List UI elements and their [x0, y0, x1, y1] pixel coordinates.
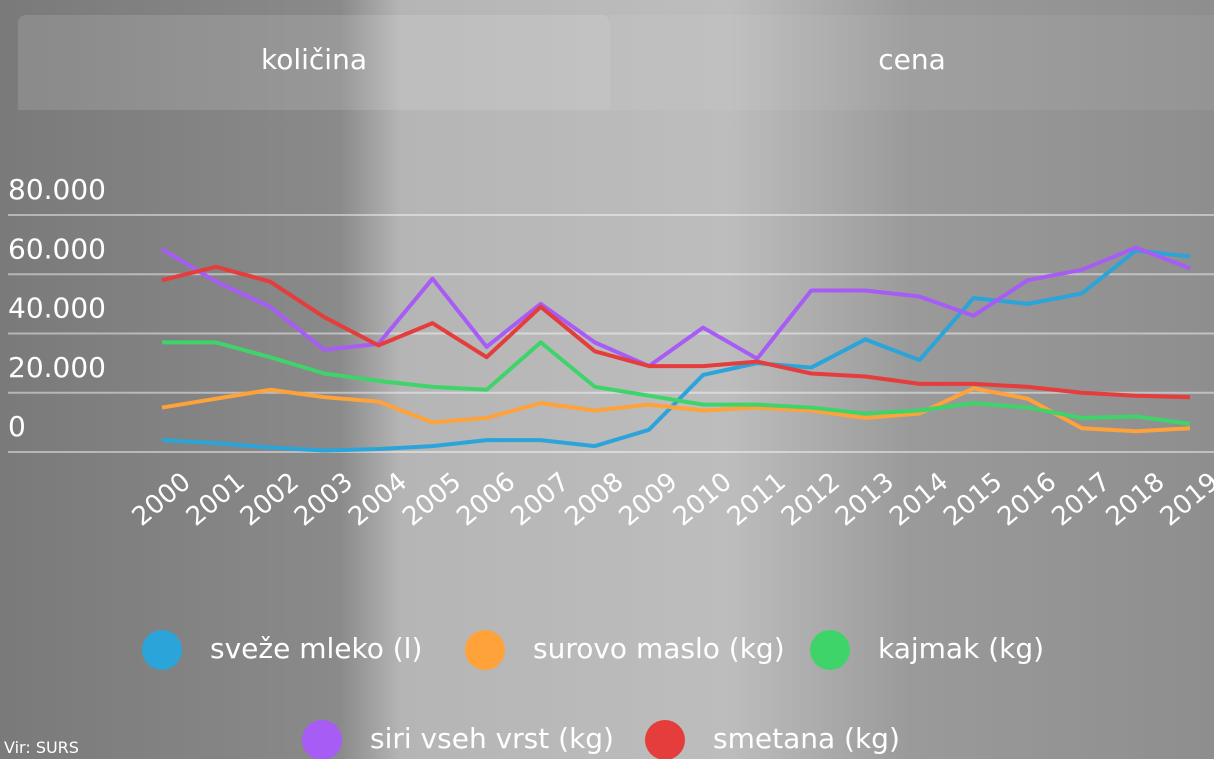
- x-tick-label: 2016: [992, 467, 1062, 533]
- y-tick-label: 60.000: [8, 232, 106, 265]
- legend-label: sveže mleko (l): [210, 632, 422, 665]
- x-tick-label: 2005: [397, 467, 467, 533]
- series-line: [162, 342, 1190, 423]
- x-tick-label: 2018: [1101, 467, 1171, 533]
- x-tick-label: 2009: [614, 467, 684, 533]
- legend-marker: [142, 630, 182, 670]
- x-tick-label: 2019: [1155, 467, 1214, 533]
- y-tick-label: 20.000: [8, 351, 106, 384]
- legend-marker: [465, 630, 505, 670]
- y-tick-label: 40.000: [8, 292, 106, 325]
- x-tick-label: 2002: [235, 467, 305, 533]
- y-tick-label: 0: [8, 410, 26, 443]
- legend-label: siri vseh vrst (kg): [370, 722, 614, 755]
- legend-marker: [810, 630, 850, 670]
- series-line: [162, 267, 1190, 397]
- y-tick-label: 80.000: [8, 173, 106, 206]
- legend-label: surovo maslo (kg): [533, 632, 785, 665]
- x-tick-label: 2001: [181, 467, 251, 533]
- x-tick-label: 2014: [884, 467, 954, 533]
- legend-marker: [302, 720, 342, 759]
- legend-label: smetana (kg): [713, 722, 900, 755]
- x-tick-label: 2000: [127, 467, 197, 533]
- x-tick-label: 2010: [668, 467, 738, 533]
- x-tick-label: 2008: [560, 467, 630, 533]
- x-tick-label: 2017: [1046, 467, 1116, 533]
- x-tick-label: 2013: [830, 467, 900, 533]
- x-tick-label: 2003: [289, 467, 359, 533]
- legend-label: kajmak (kg): [878, 632, 1044, 665]
- x-tick-label: 2007: [505, 467, 575, 533]
- x-tick-label: 2006: [451, 467, 521, 533]
- page: količina cena 020.00040.00060.00080.0002…: [0, 0, 1214, 759]
- x-tick-label: 2012: [776, 467, 846, 533]
- series-line: [162, 248, 1190, 367]
- x-tick-label: 2011: [722, 467, 792, 533]
- legend-marker: [645, 720, 685, 759]
- source-note: Vir: SURS: [4, 738, 79, 757]
- chart: 020.00040.00060.00080.000200020012002200…: [0, 0, 1214, 759]
- x-tick-label: 2015: [938, 467, 1008, 533]
- x-tick-label: 2004: [343, 467, 413, 533]
